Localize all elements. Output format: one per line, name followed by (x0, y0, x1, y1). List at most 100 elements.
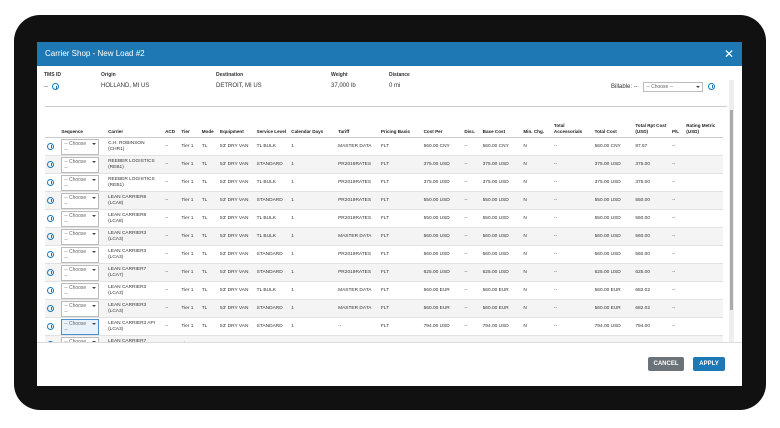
icon-cell (45, 155, 60, 174)
cell: FLT (378, 137, 422, 156)
column-header: Total Cost (592, 109, 634, 138)
cell: TL (199, 137, 219, 156)
cell: 375.00 USD (592, 155, 634, 174)
cell: PR2019RATES (336, 263, 379, 282)
empty-cell (684, 137, 723, 156)
cell: 560.00 EUR (480, 281, 522, 300)
sequence-cell: -- Choose -- (59, 173, 107, 192)
cell: 560.00 CNY (480, 137, 522, 156)
info-icon[interactable] (708, 82, 716, 90)
cell: 1 (289, 137, 337, 156)
icon-cell (45, 299, 60, 318)
sequence-select[interactable]: -- Choose -- (61, 156, 100, 173)
cell: 53' DRY VAN (218, 245, 255, 264)
cell: MASTER DATA (336, 137, 379, 156)
sequence-select[interactable]: -- Choose -- (61, 138, 100, 155)
cell: 625.00 USD (421, 263, 463, 282)
icon-cell (45, 245, 60, 264)
info-field: TMS ID -- (44, 72, 61, 90)
cell: 1 (289, 227, 337, 246)
cell: 375.00 USD (480, 173, 522, 192)
cell: TL (199, 173, 219, 192)
cell: -- (163, 281, 180, 300)
cell: -- (669, 137, 685, 156)
info-icon[interactable] (47, 286, 54, 294)
cell: 794.00 USD (592, 317, 634, 336)
sequence-select[interactable]: -- Choose -- (61, 210, 100, 227)
cell: FLT (378, 317, 422, 336)
info-label: Distance (389, 72, 410, 78)
cell: 53' DRY VAN (218, 317, 255, 336)
sequence-select[interactable]: -- Choose -- (61, 192, 100, 209)
info-value: DETROIT, MI US (216, 83, 262, 89)
empty-cell (684, 191, 723, 210)
sequence-cell: -- Choose -- (59, 335, 107, 343)
cell: -- (163, 209, 180, 228)
cell: FLT (378, 227, 422, 246)
cell: LEAN CARRIER7 (LCA7) (106, 335, 164, 343)
billable: Billable: -- -- Choose -- (611, 82, 716, 92)
carrier-row: -- Choose -- LEAN CARRIER3 (LCA3) -- Tier 1… (45, 299, 723, 318)
info-icon[interactable] (47, 160, 54, 168)
info-icon[interactable] (47, 268, 54, 276)
empty-cell (684, 245, 723, 264)
cell: -- (163, 191, 180, 210)
cell: Tier 1 (179, 299, 200, 318)
cell: 375.00 USD (592, 173, 634, 192)
cell: PR2019RATES (336, 173, 379, 192)
icon-cell (45, 137, 60, 156)
cell: 550.00 USD (480, 191, 522, 210)
info-icon[interactable] (47, 304, 54, 312)
sequence-select[interactable]: -- Choose -- (61, 318, 100, 335)
apply-button[interactable]: APPLY (693, 357, 725, 371)
scrollbar[interactable] (729, 80, 734, 342)
cell: 550.00 USD (592, 191, 634, 210)
cell: 1 (289, 173, 337, 192)
cell: FLT (378, 209, 422, 228)
cell: 560.00 CNY (592, 137, 634, 156)
column-header: Calendar Days (289, 109, 337, 138)
cell: -- (551, 191, 593, 210)
sequence-select[interactable]: -- Choose -- (61, 228, 100, 245)
info-icon[interactable] (47, 250, 54, 258)
cell: -- (462, 281, 481, 300)
sequence-select[interactable]: -- Choose -- (61, 174, 100, 191)
empty-cell (684, 299, 723, 318)
cell: 375.00 USD (421, 155, 463, 174)
cell: N (521, 281, 552, 300)
cell: TL (199, 299, 219, 318)
scroll-thumb[interactable] (730, 110, 733, 310)
info-icon[interactable] (47, 232, 54, 240)
info-icon[interactable] (47, 322, 54, 330)
sequence-select[interactable]: -- Choose -- (61, 282, 100, 299)
cell: STANDARD (254, 155, 290, 174)
icon-cell (45, 227, 60, 246)
sequence-select[interactable]: -- Choose -- (61, 264, 100, 281)
cell: 625.00 USD (480, 263, 522, 282)
billable-select[interactable]: -- Choose -- (643, 82, 704, 92)
carrier-row: -- Choose -- LEAN CARRIER8 (LCA8) -- Tier 1… (45, 209, 723, 228)
info-icon[interactable] (52, 83, 59, 90)
cell: TL (199, 263, 219, 282)
sequence-select[interactable]: -- Choose -- (61, 300, 100, 317)
cell: -- (551, 227, 593, 246)
close-button[interactable]: ✕ (723, 47, 734, 61)
column-header: Cost Per (421, 109, 463, 138)
info-icon[interactable] (47, 142, 54, 150)
column-header: Equipment (218, 109, 255, 138)
title-bar: Carrier Shop - New Load #2 ✕ (37, 42, 742, 66)
cell: 53' DRY VAN (218, 137, 255, 156)
cell: -- (551, 281, 593, 300)
cell: LEAN CARRIER3 (LCA3) (106, 299, 164, 318)
sequence-select[interactable]: -- Choose -- (61, 246, 100, 263)
cell: 794.00 (633, 317, 670, 336)
cancel-button[interactable]: CANCEL (648, 357, 684, 371)
info-icon[interactable] (47, 196, 54, 204)
sequence-select[interactable]: -- Choose -- (61, 336, 100, 343)
carrier-row: -- Choose -- LEAN CARRIER3 (LCA3) -- Tier 1… (45, 227, 723, 246)
info-icon[interactable] (47, 340, 54, 343)
cell: -- (462, 137, 481, 156)
cell: -- (669, 173, 685, 192)
info-icon[interactable] (47, 214, 54, 222)
info-icon[interactable] (47, 178, 54, 186)
